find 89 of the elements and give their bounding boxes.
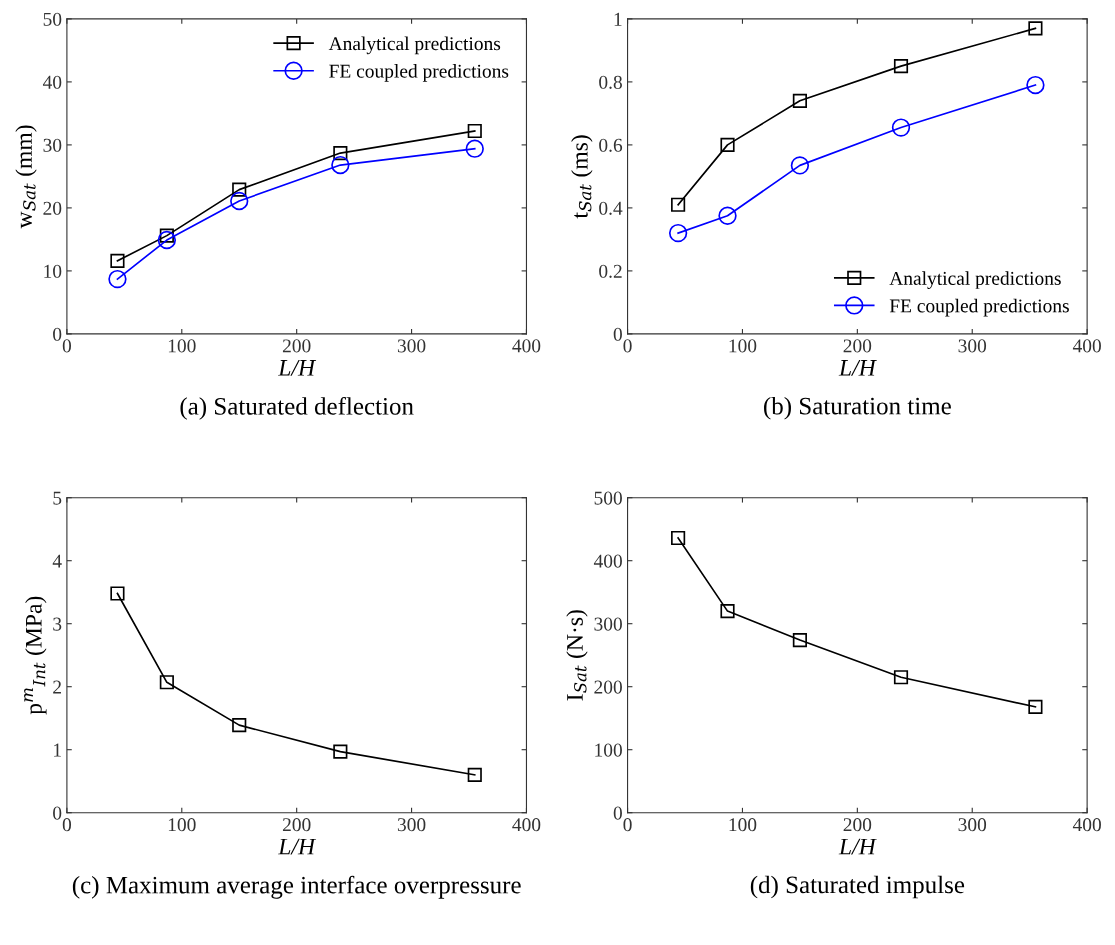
point: [792, 93, 807, 108]
x-axis-title: L/H: [838, 838, 877, 855]
y-tick-label: 0.6: [599, 138, 623, 152]
x-tick-label: 100: [729, 818, 757, 832]
point: [108, 269, 127, 289]
y-tick-label: 3: [53, 617, 62, 631]
x-tick-label: 300: [958, 339, 987, 353]
point: [467, 123, 482, 139]
y-tick-label: 20: [43, 201, 62, 215]
point: [1026, 75, 1045, 95]
legend-label: Analytical predictions: [889, 271, 1061, 289]
x-tick-label: 400: [512, 818, 541, 832]
point: [790, 156, 810, 175]
y-axis-title: p$^{m}$$_{Int}$ (MPa): [24, 596, 47, 715]
y-tick-label: 0: [53, 806, 62, 820]
x-tick-label: 200: [282, 339, 311, 353]
text: (c) Maximum average interface overpressure: [72, 875, 521, 899]
x-tick-label: 0: [623, 339, 632, 353]
legend-label: Analytical predictions: [328, 36, 501, 55]
y-tick-label: 0.2: [599, 264, 622, 278]
y-axis-title: I$_{Sat}$ (N·s): [566, 610, 588, 701]
point: [467, 767, 482, 782]
y-tick-label: 500: [594, 491, 622, 505]
y-tick-label: 200: [594, 680, 622, 694]
point: [157, 230, 177, 250]
y-tick-label: 1: [614, 12, 622, 26]
y-tick-label: 400: [593, 554, 622, 568]
point: [891, 118, 911, 137]
point: [1028, 21, 1043, 36]
y-axis-title: w$_{Sat}$ (mm): [15, 125, 37, 229]
y-tick-label: 0: [53, 327, 62, 341]
point: [465, 139, 484, 158]
x-tick-label: 300: [958, 818, 987, 832]
x-tick-label: 100: [168, 339, 196, 353]
point: [110, 253, 125, 268]
x-tick-label: 100: [729, 339, 757, 353]
point: [720, 604, 735, 619]
point: [331, 155, 350, 175]
x-tick-label: 200: [282, 818, 311, 832]
y-tick-label: 40: [42, 75, 62, 89]
x-tick-label: 400: [1072, 339, 1101, 353]
x-tick-label: 300: [397, 339, 426, 353]
x-tick-label: 0: [62, 339, 72, 353]
y-tick-label: 0.8: [599, 75, 622, 89]
y-axis-title: t$_{Sat}$ (ms): [571, 135, 593, 219]
y-tick-label: 2: [53, 680, 61, 694]
text: (a) Saturated deflection: [180, 396, 414, 420]
y-tick-label: 4: [52, 554, 62, 568]
y-tick-label: 30: [43, 138, 62, 152]
point: [1028, 699, 1043, 714]
y-tick-label: 300: [594, 617, 622, 631]
point: [110, 586, 125, 601]
point: [333, 744, 348, 759]
x-tick-label: 300: [397, 818, 426, 832]
y-tick-label: 1: [54, 743, 61, 757]
x-tick-label: 0: [62, 818, 72, 832]
y-tick-label: 100: [595, 743, 622, 757]
y-tick-label: 0: [613, 806, 622, 820]
x-axis-title: L/H: [838, 359, 877, 376]
point: [230, 191, 249, 211]
x-tick-label: 100: [168, 818, 196, 832]
x-tick-label: 0: [623, 818, 632, 832]
point: [671, 197, 686, 212]
text: (d) Saturated impulse: [750, 875, 965, 899]
x-tick-label: 200: [843, 818, 872, 832]
y-tick-label: 0: [613, 327, 622, 341]
y-tick-label: 50: [43, 12, 62, 26]
x-axis-title: L/H: [278, 359, 317, 376]
point: [232, 182, 247, 197]
y-tick-label: 5: [53, 491, 62, 505]
y-tick-label: 0.4: [599, 201, 623, 215]
x-tick-label: 200: [843, 339, 872, 353]
point: [720, 137, 735, 152]
legend-label: FE coupled predictions: [889, 298, 1069, 317]
point: [792, 632, 807, 648]
y-tick-label: 10: [44, 264, 62, 278]
x-tick-label: 400: [1072, 818, 1101, 832]
point: [159, 675, 174, 690]
text: (b) Saturation time: [764, 396, 951, 420]
point: [671, 530, 686, 546]
point: [333, 146, 348, 161]
point: [893, 59, 909, 74]
point: [893, 670, 909, 685]
point: [718, 206, 737, 225]
point: [668, 223, 688, 243]
x-tick-label: 400: [512, 339, 541, 353]
point: [232, 718, 247, 733]
legend-label: FE coupled predictions: [329, 64, 509, 82]
x-axis-title: L/H: [278, 838, 317, 855]
